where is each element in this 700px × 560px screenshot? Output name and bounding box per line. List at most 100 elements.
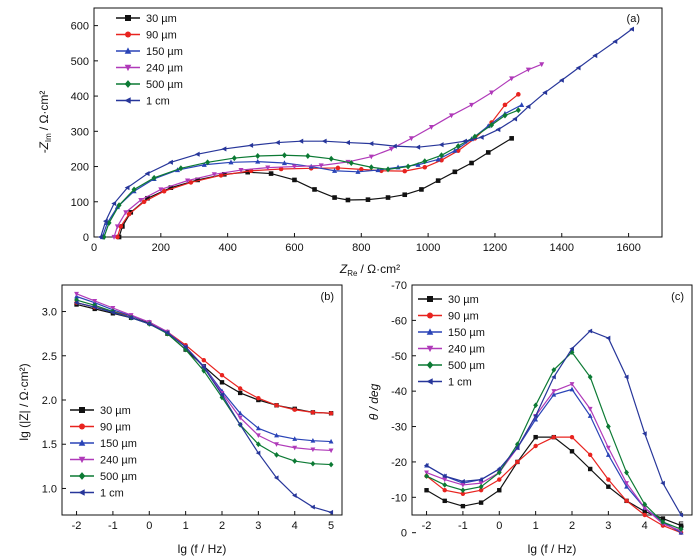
a-data-point (145, 195, 150, 201)
a-data-point (218, 173, 224, 178)
panel-a-xlabel: ZRe / Ω·cm² (339, 262, 400, 278)
c-data-point (569, 434, 575, 440)
a-data-point (415, 162, 421, 167)
c-data-point (605, 423, 611, 430)
b-legend-marker (78, 439, 86, 446)
b-data-point (292, 436, 298, 441)
a-series-line (118, 137, 512, 238)
c-data-point (569, 449, 575, 454)
a-data-point (298, 138, 304, 144)
a-data-point (525, 67, 531, 73)
b-data-point (310, 447, 316, 453)
panel-a-legend: 30 µm 90 µm 150 µm 240 µm 500 µm 1 cm (116, 13, 183, 108)
b-data-point (92, 298, 98, 304)
c-data-point (605, 335, 611, 341)
b-data-point (183, 346, 189, 353)
panel-a-nyquist: 0 200 400 600 800 1000 1200 1400 1600 0 100 200 300 4… (37, 7, 663, 278)
b-data-point (128, 315, 134, 321)
a-data-point (489, 90, 495, 96)
c-data-point (460, 482, 466, 488)
a-legend-marker (125, 31, 131, 38)
c-data-point (624, 498, 629, 504)
a-data-point (111, 201, 117, 207)
a-data-point (312, 187, 317, 192)
c-data-point (478, 477, 484, 483)
panel-a-xlabel-unit: / Ω·cm² (360, 262, 400, 276)
c-ytick-label: -10 (391, 492, 407, 504)
a-data-point (428, 125, 434, 130)
b-data-point (255, 425, 261, 431)
panel-a-axes: 0 200 400 600 800 1000 1200 1400 1600 0 100 200 300 4… (71, 21, 641, 254)
a-data-point (115, 234, 120, 240)
c-data-point (678, 526, 684, 533)
a-data-point (188, 180, 194, 185)
c-xtick-label: -1 (458, 520, 468, 532)
a-data-point (335, 165, 341, 171)
a-data-point (211, 172, 217, 178)
c-legend-marker (427, 312, 433, 319)
a-data-point (332, 195, 337, 200)
c-ytick-label: -20 (391, 457, 407, 469)
panel-b-axes: -2 -1 0 1 2 3 4 5 1.0 1.5 2.0 2.5 3.0 (42, 307, 334, 532)
c-data-point (460, 478, 465, 484)
b-legend-marker (78, 489, 85, 496)
a-data-point (358, 167, 364, 172)
a-data-point (268, 171, 274, 176)
b-data-point (201, 364, 206, 370)
a-data-point (278, 166, 284, 172)
a-data-point (97, 234, 103, 240)
c-legend-label: 500 µm (448, 360, 485, 372)
a-data-point (281, 160, 287, 166)
c-data-point (623, 374, 629, 380)
b-data-point (110, 310, 115, 315)
a-legend-marker (124, 64, 132, 72)
a-data-point (472, 133, 478, 140)
a-data-point (438, 152, 445, 159)
a-legend-marker (125, 15, 131, 21)
a-data-point (452, 169, 458, 175)
a-data-point (265, 165, 271, 171)
a-legend-label: 1 cm (146, 96, 170, 108)
c-data-point (660, 519, 666, 525)
a-data-point (368, 154, 374, 160)
b-legend-label: 240 µm (100, 455, 137, 467)
a-data-point (422, 158, 428, 165)
a-data-point (332, 168, 338, 173)
c-data-point (587, 328, 593, 334)
a-data-point (509, 136, 514, 141)
a-xtick-label: 400 (218, 242, 236, 254)
a-data-point (123, 210, 129, 216)
a-data-point (291, 164, 298, 170)
a-data-point (462, 138, 467, 144)
b-data-point (237, 410, 243, 416)
a-data-point (516, 92, 521, 97)
a-data-point (419, 187, 424, 192)
a-data-point (248, 142, 254, 148)
c-data-point (442, 482, 448, 488)
c-xtick-label: 2 (569, 520, 575, 532)
a-data-point (221, 146, 227, 152)
a-data-point (365, 197, 371, 202)
a-xtick-label: 800 (352, 242, 370, 254)
c-legend-marker (426, 345, 434, 353)
panel-b-label: (b) (321, 291, 334, 303)
a-data-point (388, 146, 394, 152)
c-data-point (642, 505, 648, 511)
b-data-point (310, 460, 316, 467)
panel-a-ylabel: -ZIm / Ω·cm² (37, 91, 53, 154)
panel-a-xlabel-main: Z (339, 262, 348, 276)
panel-a-ylabel-unit: / Ω·cm² (37, 91, 51, 131)
a-legend-label: 500 µm (146, 79, 183, 91)
a-data-point (355, 169, 361, 174)
panel-c-xlabel: lg (f / Hz) (528, 542, 577, 556)
c-data-point (424, 488, 429, 493)
a-data-point (345, 140, 350, 146)
a-data-point (114, 224, 120, 230)
a-data-point (502, 112, 508, 119)
b-data-point (310, 504, 315, 510)
a-data-point (422, 164, 428, 170)
c-data-point (587, 374, 593, 380)
c-data-point (624, 469, 629, 476)
a-data-point (402, 192, 408, 198)
